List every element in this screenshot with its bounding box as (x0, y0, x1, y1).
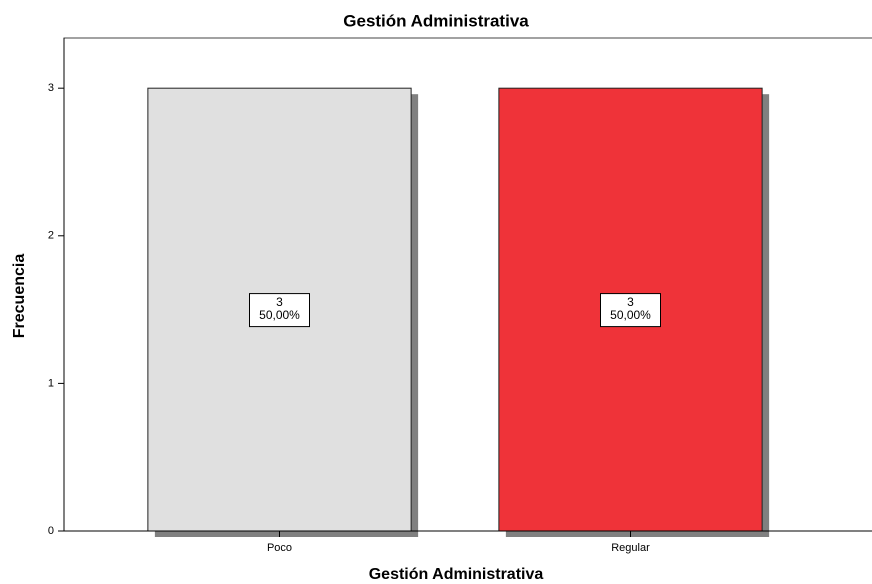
y-tick-label: 2 (48, 230, 54, 242)
data-label-box (600, 293, 661, 328)
x-tick-label: Regular (611, 542, 650, 554)
data-label-percent: 50,00% (610, 308, 651, 322)
y-tick-label: 0 (48, 525, 54, 537)
chart-title: Gestión Administrativa (343, 11, 529, 30)
data-label-percent: 50,00% (259, 308, 300, 322)
data-label-count: 3 (627, 295, 634, 309)
data-label-box (249, 293, 310, 328)
y-tick-label: 1 (48, 377, 54, 389)
x-axis-label: Gestión Administrativa (369, 566, 544, 583)
y-axis-label: Frecuencia (11, 254, 28, 339)
y-tick-label: 3 (48, 82, 54, 94)
data-label-count: 3 (276, 295, 283, 309)
x-tick-label: Poco (267, 542, 292, 554)
